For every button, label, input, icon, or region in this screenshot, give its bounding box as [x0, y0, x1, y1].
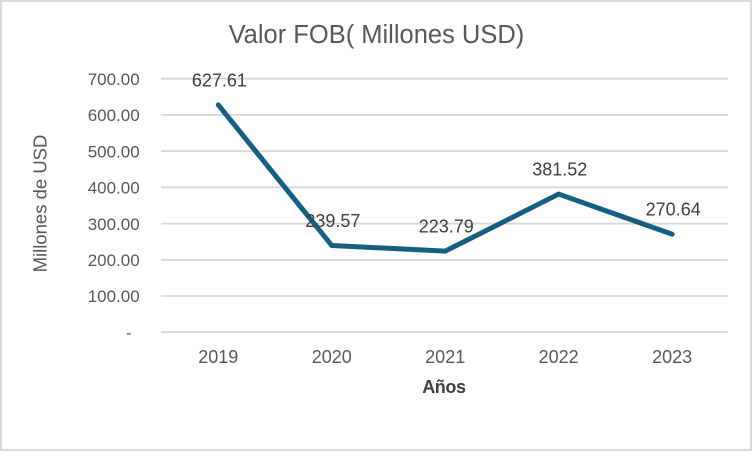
- svg-text:Valor FOB( Millones USD): Valor FOB( Millones USD): [229, 21, 525, 49]
- svg-text:2020: 2020: [312, 347, 352, 367]
- svg-text:Años: Años: [422, 377, 466, 397]
- svg-text:270.64: 270.64: [646, 200, 701, 220]
- svg-text:600.00: 600.00: [88, 106, 140, 125]
- svg-text:200.00: 200.00: [88, 251, 140, 270]
- svg-text:627.61: 627.61: [192, 70, 247, 90]
- svg-text:700.00: 700.00: [88, 70, 140, 89]
- svg-text:2022: 2022: [539, 347, 579, 367]
- svg-text:300.00: 300.00: [88, 215, 140, 234]
- svg-text:Millones de USD: Millones de USD: [30, 135, 51, 273]
- svg-text:-: -: [126, 323, 132, 342]
- svg-text:400.00: 400.00: [88, 179, 140, 198]
- svg-text:239.57: 239.57: [305, 211, 360, 231]
- svg-text:2019: 2019: [198, 347, 238, 367]
- svg-text:500.00: 500.00: [88, 142, 140, 161]
- svg-text:2021: 2021: [425, 347, 465, 367]
- svg-text:381.52: 381.52: [532, 160, 587, 180]
- svg-text:100.00: 100.00: [88, 287, 140, 306]
- svg-text:223.79: 223.79: [419, 217, 474, 237]
- svg-text:2023: 2023: [652, 347, 692, 367]
